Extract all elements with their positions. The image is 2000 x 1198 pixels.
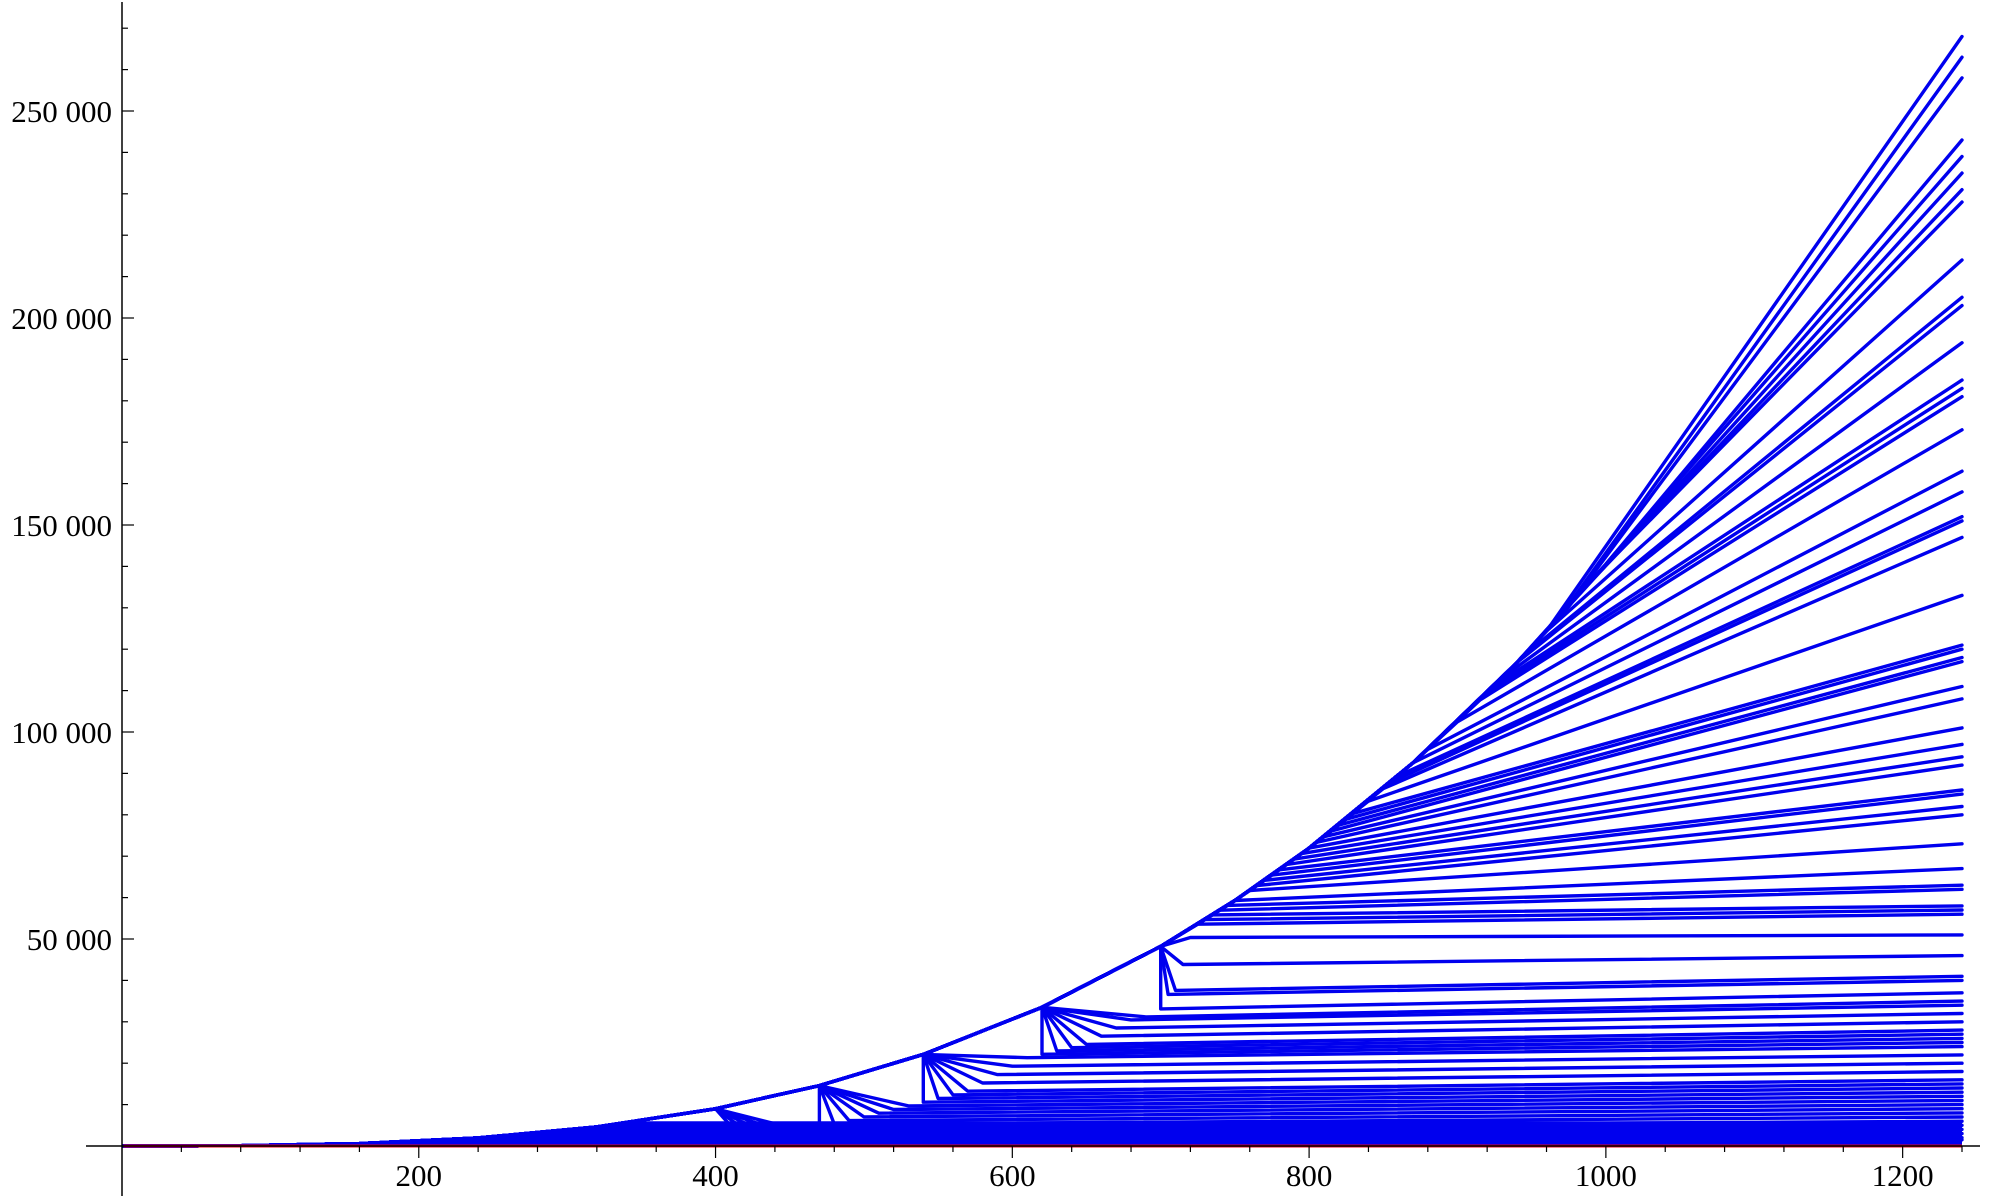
ticks-layer: 200 400 600 800 1000 1200 50 000 100 000 150 000…	[11, 27, 1963, 1193]
series-layer	[121, 34, 1964, 1148]
y-tick-label-150000: 150 000	[11, 508, 112, 543]
y-tick-label-200000: 200 000	[11, 301, 112, 336]
x-tick-label-1000: 1000	[1575, 1158, 1637, 1193]
x-tick-label-400: 400	[692, 1158, 739, 1193]
y-tick-label-250000: 250 000	[11, 94, 112, 129]
y-tick-label-50000: 50 000	[27, 922, 112, 957]
x-tick-label-1200: 1200	[1872, 1158, 1934, 1193]
dense-series-band	[123, 1121, 1962, 1146]
series-line-28	[121, 697, 1964, 1148]
series-line-22	[121, 593, 1964, 1148]
x-tick-label-200: 200	[396, 1158, 443, 1193]
axes-layer	[86, 2, 1980, 1196]
y-tick-label-100000: 100 000	[11, 715, 112, 750]
x-tick-label-600: 600	[989, 1158, 1036, 1193]
x-tick-label-800: 800	[1286, 1158, 1333, 1193]
series-line-6	[121, 171, 1964, 1148]
series-line-8	[121, 200, 1964, 1148]
series-line-7	[121, 188, 1964, 1148]
